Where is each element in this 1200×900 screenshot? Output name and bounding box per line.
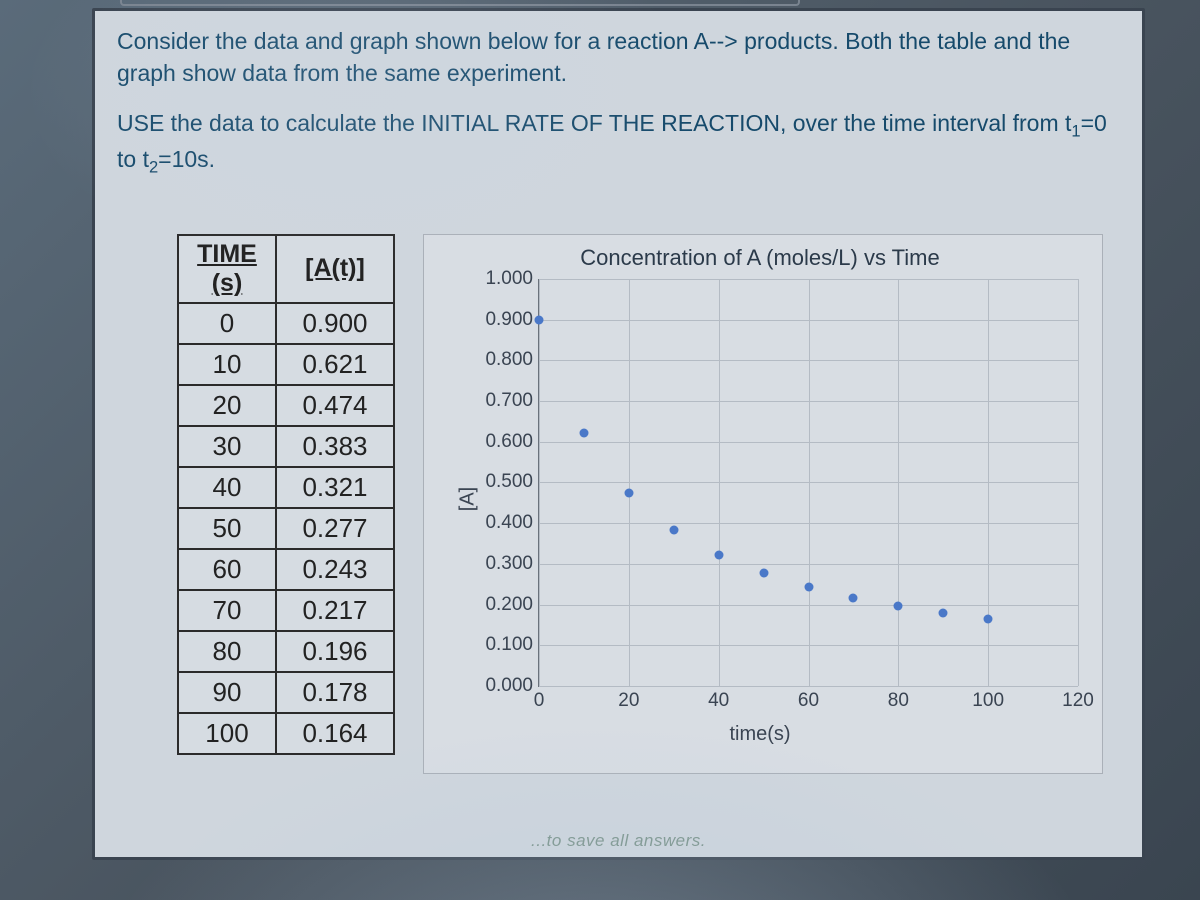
ytick-label: 0.900	[485, 309, 539, 331]
xtick-label: 40	[708, 686, 729, 712]
table-row: 800.196	[178, 631, 394, 672]
col-header-time: TIME (s)	[178, 235, 276, 303]
gridline-v	[539, 279, 540, 686]
ytick-label: 0.500	[485, 471, 539, 493]
ytick-label: 0.700	[485, 390, 539, 412]
table-row: 400.321	[178, 467, 394, 508]
xtick-label: 80	[888, 686, 909, 712]
gridline-v	[988, 279, 989, 686]
ytick-label: 0.600	[485, 431, 539, 453]
table-row: 900.178	[178, 672, 394, 713]
cell-concentration: 0.217	[276, 590, 394, 631]
data-point	[579, 429, 588, 438]
data-table: TIME (s) [A(t)] 00.900100.621200.474300.…	[177, 234, 395, 755]
table-row: 500.277	[178, 508, 394, 549]
concentration-chart: Concentration of A (moles/L) vs Time [A]…	[423, 234, 1103, 774]
data-point	[984, 615, 993, 624]
col-header-conc: [A(t)]	[276, 235, 394, 303]
cell-concentration: 0.621	[276, 344, 394, 385]
gridline-v	[1078, 279, 1079, 686]
xtick-label: 100	[972, 686, 1004, 712]
ytick-label: 0.100	[485, 634, 539, 656]
plot-area: 0.0000.1000.2000.3000.4000.5000.6000.700…	[538, 279, 1078, 687]
data-point	[894, 602, 903, 611]
ytick-label: 1.000	[485, 268, 539, 290]
data-point	[849, 593, 858, 602]
cell-time: 20	[178, 385, 276, 426]
cell-concentration: 0.900	[276, 303, 394, 344]
ytick-label: 0.800	[485, 349, 539, 371]
problem-line-1: Consider the data and graph shown below …	[117, 25, 1120, 89]
data-point	[535, 315, 544, 324]
cell-concentration: 0.243	[276, 549, 394, 590]
table-row: 700.217	[178, 590, 394, 631]
data-point	[759, 569, 768, 578]
footer-hint: ...to save all answers.	[531, 831, 706, 851]
problem-line-2: USE the data to calculate the INITIAL RA…	[117, 107, 1120, 179]
xtick-label: 120	[1062, 686, 1094, 712]
plot-wrap: [A] 0.0000.1000.2000.3000.4000.5000.6000…	[490, 279, 1078, 719]
cell-time: 70	[178, 590, 276, 631]
cell-time: 0	[178, 303, 276, 344]
cell-time: 60	[178, 549, 276, 590]
ytick-label: 0.200	[485, 594, 539, 616]
table-header-row: TIME (s) [A(t)]	[178, 235, 394, 303]
cell-time: 100	[178, 713, 276, 754]
xtick-label: 60	[798, 686, 819, 712]
cell-time: 90	[178, 672, 276, 713]
ytick-label: 0.400	[485, 512, 539, 534]
table-row: 100.621	[178, 344, 394, 385]
cell-time: 30	[178, 426, 276, 467]
xtick-label: 0	[534, 686, 545, 712]
content-row: TIME (s) [A(t)] 00.900100.621200.474300.…	[117, 234, 1120, 774]
question-panel: Consider the data and graph shown below …	[92, 8, 1145, 860]
y-axis-label: [A]	[457, 487, 480, 511]
data-point	[624, 489, 633, 498]
data-point	[714, 551, 723, 560]
cell-concentration: 0.196	[276, 631, 394, 672]
table-row: 300.383	[178, 426, 394, 467]
window-chrome-fragment	[120, 0, 800, 6]
cell-concentration: 0.321	[276, 467, 394, 508]
cell-concentration: 0.164	[276, 713, 394, 754]
table-row: 200.474	[178, 385, 394, 426]
gridline-v	[898, 279, 899, 686]
gridline-v	[809, 279, 810, 686]
data-point	[669, 526, 678, 535]
data-point	[804, 583, 813, 592]
cell-time: 40	[178, 467, 276, 508]
table-row: 600.243	[178, 549, 394, 590]
data-point	[939, 609, 948, 618]
gridline-v	[719, 279, 720, 686]
cell-concentration: 0.383	[276, 426, 394, 467]
table-row: 1000.164	[178, 713, 394, 754]
cell-time: 50	[178, 508, 276, 549]
cell-concentration: 0.474	[276, 385, 394, 426]
cell-concentration: 0.277	[276, 508, 394, 549]
gridline-v	[629, 279, 630, 686]
table-row: 00.900	[178, 303, 394, 344]
cell-concentration: 0.178	[276, 672, 394, 713]
ytick-label: 0.300	[485, 553, 539, 575]
problem-statement: Consider the data and graph shown below …	[117, 25, 1120, 179]
cell-time: 10	[178, 344, 276, 385]
x-axis-label: time(s)	[432, 723, 1088, 746]
cell-time: 80	[178, 631, 276, 672]
ytick-label: 0.000	[485, 675, 539, 697]
xtick-label: 20	[618, 686, 639, 712]
